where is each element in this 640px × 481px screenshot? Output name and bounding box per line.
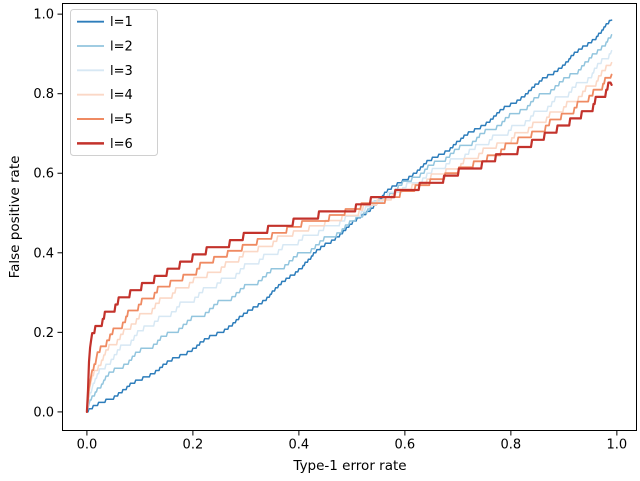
curve-l1 [86,19,613,413]
x-axis-label: Type-1 error rate [293,458,407,474]
legend-label-l6: l=6 [110,137,133,152]
y-tick-label: 0.8 [33,87,54,102]
legend-label-l5: l=5 [110,113,133,128]
x-tick-label: 0.0 [77,438,98,453]
x-tick-label: 0.4 [289,438,310,453]
curve-l5 [86,73,613,413]
legend-label-l1: l=1 [110,15,133,30]
x-tick-label: 0.2 [183,438,204,453]
y-tick-label: 0.2 [33,326,54,341]
x-tick-label: 0.8 [501,438,522,453]
curve-l3 [86,49,613,413]
curve-l4 [86,61,613,413]
y-tick-label: 0.4 [33,246,54,261]
x-tick-label: 1.0 [607,438,628,453]
curve-l6 [85,81,613,413]
curve-l2 [86,34,613,413]
y-tick-label: 1.0 [33,8,54,23]
plot-area [62,3,637,431]
legend-box [70,9,158,156]
y-axis-label: False positive rate [7,155,23,279]
legend-label-l4: l=4 [110,88,133,103]
x-tick-label: 0.6 [395,438,416,453]
y-tick-label: 0.0 [33,405,54,420]
legend-label-l2: l=2 [110,40,133,55]
y-tick-label: 0.6 [33,167,54,182]
legend-label-l3: l=3 [110,64,133,79]
